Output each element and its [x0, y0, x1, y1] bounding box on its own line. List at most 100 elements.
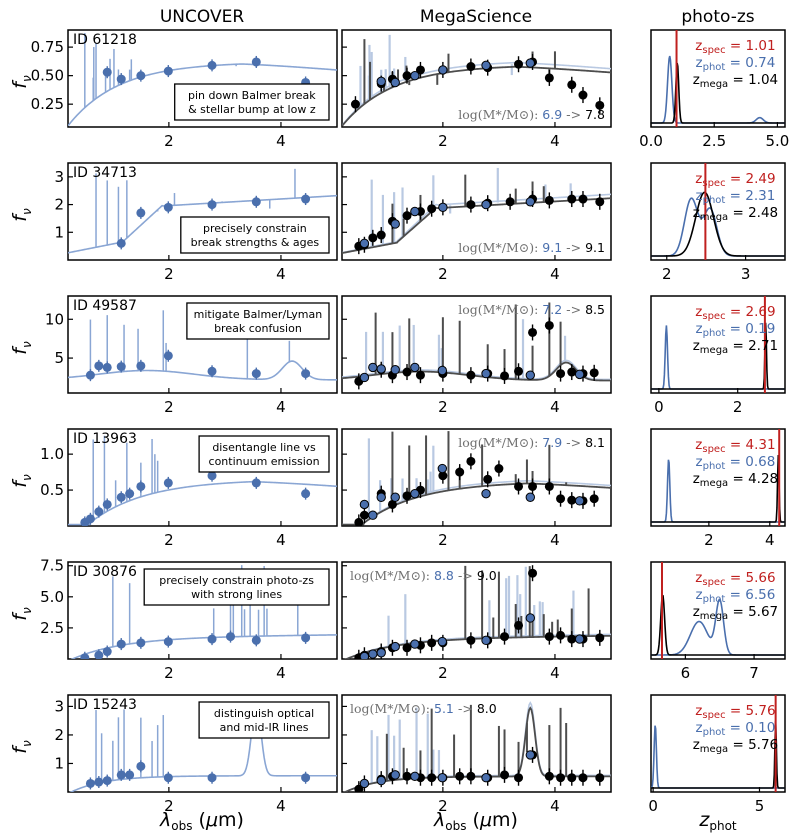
mega-phot-point — [415, 65, 425, 75]
mega-uncover-point — [574, 634, 585, 644]
mega-phot-point — [438, 471, 448, 481]
photoz-panel-2 — [651, 163, 785, 260]
mega-sed-3 — [342, 302, 611, 390]
ytick-label: 3 — [54, 697, 64, 715]
zmega-label: zmega = 4.28 — [693, 471, 778, 489]
mass-label: log(M*/M⊙): 7.9 -> 8.1 — [458, 435, 605, 450]
mega-sed-4 — [342, 431, 611, 526]
mega-uncover-point — [437, 365, 448, 376]
xtick-label: 4 — [550, 797, 560, 815]
uncover-phot-point — [301, 194, 311, 204]
annotation-text: mitigate Balmer/Lyman — [194, 308, 323, 321]
xtick-label: 2 — [164, 664, 174, 682]
pz-mega-pdf — [651, 721, 785, 789]
mega-phot-point — [544, 195, 554, 205]
mega-phot-point — [415, 370, 425, 380]
annotation-text: distinguish optical — [214, 707, 314, 720]
mega-uncover-point — [390, 365, 400, 375]
mega-phot-point — [528, 481, 538, 491]
uncover-phot-point — [251, 369, 261, 379]
mega-uncover-point — [376, 492, 386, 502]
mega-phot-point — [483, 474, 493, 484]
object-id: ID 30876 — [73, 564, 137, 580]
mega-uncover-point — [438, 202, 448, 213]
annotation-box — [174, 83, 330, 121]
mass-label: log(M*/M⊙): 8.8 -> 9.0 — [350, 568, 497, 583]
mega-phot-point — [514, 59, 524, 69]
annotation-text: break strengths & ages — [191, 236, 320, 249]
object-id: ID 61218 — [73, 32, 137, 48]
mega-model-line — [344, 634, 611, 659]
uncover-phot-point — [102, 776, 112, 786]
xtick-label: 4 — [276, 664, 286, 682]
mega-uncover-point — [438, 65, 448, 75]
y-label: fν — [9, 740, 34, 754]
mega-phot-point — [376, 230, 386, 240]
mega-phot-point — [544, 320, 554, 330]
mega-phot-point — [556, 773, 566, 783]
photoz-panel-6 — [651, 695, 785, 792]
mega-uncover-point — [359, 372, 370, 383]
annotation-box — [198, 435, 330, 473]
xtick-label: 2 — [164, 132, 174, 150]
mega-uncover-point — [410, 206, 420, 217]
uncover-phot-point — [102, 499, 112, 509]
panel-row-1: 0.25 0.50 0.75 fν 2 2 4 4 ID 61218 pin down Balme… — [9, 29, 789, 150]
annotation-text: with strong lines — [191, 588, 282, 601]
uncover-phot-point — [136, 361, 146, 371]
xtick-label: 4 — [276, 797, 286, 815]
panel-row-4: 0.5 1.0 fν 2 2 4 4 ID 13963 disentangle line vsc… — [9, 428, 786, 549]
annotation-text: precisely constrain — [203, 222, 307, 235]
mega-phot-point — [514, 773, 524, 783]
mega-phot-point — [514, 620, 524, 630]
uncover-phot-point — [116, 770, 126, 780]
y-label: fν — [9, 607, 34, 621]
pz-mega-pdf — [651, 62, 785, 124]
mega-uncover-point — [359, 238, 370, 249]
zphot-label: zphot = 0.10 — [696, 720, 776, 738]
mega-uncover-point — [525, 58, 535, 68]
pz-xtick-label: 3 — [741, 265, 751, 283]
mega-uncover-point — [481, 60, 491, 71]
uncover-phot-point — [136, 481, 146, 491]
mega-phot-point — [427, 638, 437, 648]
mega-uncover-point — [368, 649, 378, 659]
mega-phot-point — [595, 773, 605, 783]
panel-row-5: 2.5 5.0 7.5 fν 2 2 4 4 ID 30876 precisely constra… — [9, 557, 786, 682]
uncover-phot-point — [102, 67, 112, 77]
mega-uncover-model-line — [342, 61, 611, 127]
mega-phot-point — [466, 62, 476, 72]
mega-phot-point — [589, 368, 599, 378]
ytick-label: 3 — [54, 168, 64, 186]
uncover-phot-point — [80, 653, 90, 659]
uncover-phot-point — [125, 770, 135, 780]
mega-phot-point — [514, 481, 524, 491]
mega-model-line — [342, 65, 611, 127]
pz-xtick-label: 0 — [654, 398, 664, 416]
pz-xtick-label: 2 — [704, 531, 714, 549]
zphot-label: zphot = 0.68 — [696, 454, 776, 472]
mega-phot-point — [402, 71, 412, 81]
frame-uncover-5 — [67, 561, 338, 660]
annotation-box — [186, 302, 330, 340]
uncover-phot-point — [207, 200, 217, 210]
ytick-label: 0.75 — [31, 38, 64, 56]
uncover-phot-point — [251, 635, 261, 645]
zspec-label: zspec = 4.31 — [695, 437, 775, 455]
uncover-model-line — [68, 360, 337, 381]
mega-phot-point — [544, 632, 554, 642]
object-id: ID 49587 — [73, 298, 137, 314]
xtick-label: 2 — [438, 398, 448, 416]
mega-uncover-point — [525, 750, 535, 760]
ytick-label: 5.0 — [40, 588, 64, 606]
panel-row-3: 5 10 fν 2 2 4 4 ID 49587 mitigate Balmer/Lymanbr… — [9, 295, 786, 416]
object-id: ID 15243 — [73, 697, 137, 713]
uncover-phot-point — [116, 639, 126, 649]
x-label-sed-uncover: λobs (μm) — [159, 809, 244, 833]
x-label-sed-mega: λobs (μm) — [433, 809, 518, 833]
zphot-label: zphot = 6.56 — [696, 587, 776, 605]
uncover-phot-point — [163, 351, 173, 361]
ytick-label: 2.5 — [40, 619, 64, 637]
mega-uncover-point — [481, 773, 491, 783]
mega-phot-point — [505, 197, 515, 207]
